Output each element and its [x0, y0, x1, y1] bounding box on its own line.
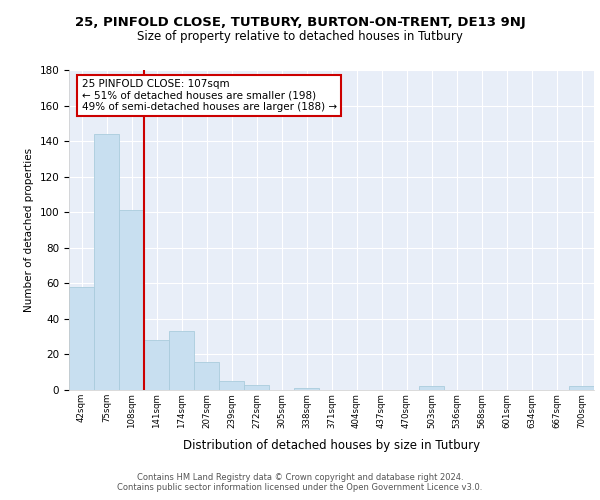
Text: Contains HM Land Registry data © Crown copyright and database right 2024.
Contai: Contains HM Land Registry data © Crown c… — [118, 473, 482, 492]
Bar — [194, 362, 219, 390]
Bar — [294, 388, 319, 390]
Bar — [69, 287, 94, 390]
Bar — [169, 332, 194, 390]
X-axis label: Distribution of detached houses by size in Tutbury: Distribution of detached houses by size … — [183, 439, 480, 452]
Bar — [94, 134, 119, 390]
Bar — [119, 210, 144, 390]
Y-axis label: Number of detached properties: Number of detached properties — [24, 148, 34, 312]
Bar — [419, 386, 444, 390]
Text: 25 PINFOLD CLOSE: 107sqm
← 51% of detached houses are smaller (198)
49% of semi-: 25 PINFOLD CLOSE: 107sqm ← 51% of detach… — [82, 79, 337, 112]
Text: 25, PINFOLD CLOSE, TUTBURY, BURTON-ON-TRENT, DE13 9NJ: 25, PINFOLD CLOSE, TUTBURY, BURTON-ON-TR… — [74, 16, 526, 29]
Bar — [219, 381, 244, 390]
Bar — [144, 340, 169, 390]
Text: Size of property relative to detached houses in Tutbury: Size of property relative to detached ho… — [137, 30, 463, 43]
Bar — [569, 386, 594, 390]
Bar — [244, 384, 269, 390]
